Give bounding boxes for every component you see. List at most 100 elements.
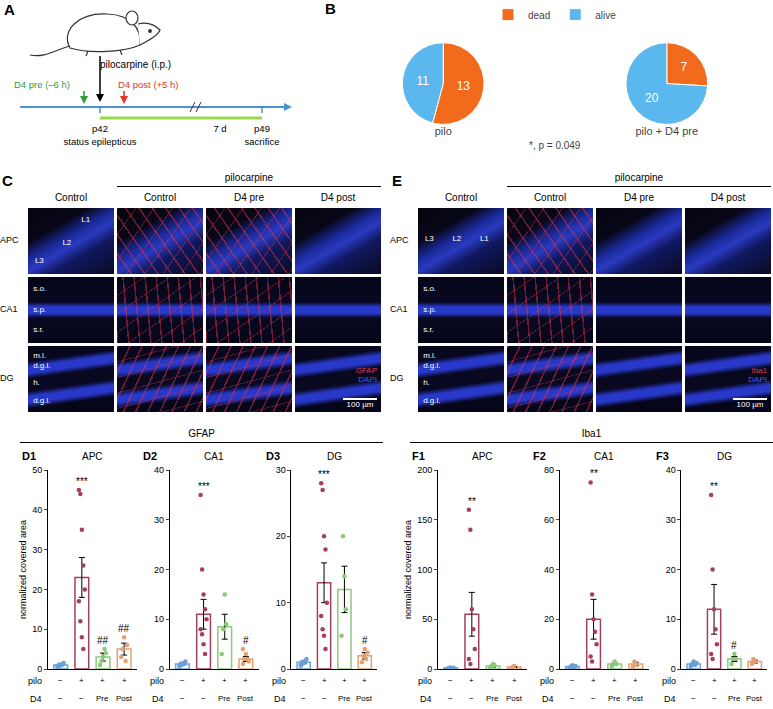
svg-text:0: 0 bbox=[281, 664, 286, 674]
svg-text:+: + bbox=[201, 676, 206, 685]
svg-text:**: ** bbox=[468, 496, 476, 507]
svg-text:50: 50 bbox=[32, 465, 42, 475]
svg-text:***: *** bbox=[318, 469, 330, 480]
svg-text:20: 20 bbox=[154, 565, 164, 575]
svg-text:D4: D4 bbox=[152, 694, 164, 704]
svg-text:40: 40 bbox=[32, 505, 42, 515]
svg-text:***: *** bbox=[198, 481, 210, 492]
svg-text:−: − bbox=[570, 676, 575, 685]
svg-text:−: − bbox=[691, 676, 696, 685]
svg-text:Post: Post bbox=[746, 694, 763, 703]
svg-text:pilo: pilo bbox=[662, 676, 676, 686]
svg-text:D4: D4 bbox=[542, 694, 554, 704]
svg-text:30: 30 bbox=[666, 515, 676, 525]
svg-text:10: 10 bbox=[666, 614, 676, 624]
svg-text:+: + bbox=[243, 676, 248, 685]
svg-text:30: 30 bbox=[154, 515, 164, 525]
svg-text:−: − bbox=[201, 694, 206, 703]
svg-text:30: 30 bbox=[276, 465, 286, 475]
svg-text:30: 30 bbox=[32, 545, 42, 555]
svg-text:−: − bbox=[448, 676, 453, 685]
svg-text:0: 0 bbox=[159, 664, 164, 674]
svg-text:F3: F3 bbox=[656, 450, 669, 462]
svg-text:D4 post (+5 h): D4 post (+5 h) bbox=[118, 79, 178, 90]
svg-text:+: + bbox=[79, 676, 84, 685]
svg-text:CA1: CA1 bbox=[204, 451, 224, 462]
svg-text:APC: APC bbox=[472, 451, 493, 462]
svg-text:+: + bbox=[342, 676, 347, 685]
svg-text:Post: Post bbox=[237, 694, 254, 703]
svg-text:−: − bbox=[448, 694, 453, 703]
svg-text:−: − bbox=[301, 676, 306, 685]
svg-text:+: + bbox=[362, 676, 367, 685]
svg-text:10: 10 bbox=[154, 614, 164, 624]
svg-text:##: ## bbox=[118, 623, 130, 634]
svg-text:#: # bbox=[243, 635, 249, 646]
svg-text:150: 150 bbox=[417, 515, 432, 525]
svg-text:7: 7 bbox=[681, 60, 688, 74]
svg-text:Pre: Pre bbox=[338, 694, 351, 703]
svg-text:pilo: pilo bbox=[150, 676, 164, 686]
svg-text:***: *** bbox=[76, 476, 88, 487]
svg-text:APC: APC bbox=[82, 451, 103, 462]
svg-text:Post: Post bbox=[506, 694, 523, 703]
svg-text:+: + bbox=[712, 676, 717, 685]
svg-text:D4: D4 bbox=[420, 694, 432, 704]
svg-text:p49: p49 bbox=[254, 123, 270, 134]
svg-text:−: − bbox=[712, 694, 717, 703]
svg-text:status epilepticus: status epilepticus bbox=[64, 136, 137, 147]
svg-text:A: A bbox=[4, 1, 15, 18]
svg-text:+: + bbox=[469, 676, 474, 685]
svg-text:−: − bbox=[691, 694, 696, 703]
svg-text:pilocarpine (i.p.): pilocarpine (i.p.) bbox=[100, 59, 171, 70]
svg-text:**: ** bbox=[710, 481, 718, 492]
svg-text:*, p = 0.049: *, p = 0.049 bbox=[529, 140, 581, 151]
svg-text:−: − bbox=[570, 694, 575, 703]
svg-text:+: + bbox=[512, 676, 517, 685]
svg-text:7 d: 7 d bbox=[213, 123, 226, 134]
svg-text:40: 40 bbox=[154, 465, 164, 475]
svg-text:50: 50 bbox=[422, 614, 432, 624]
svg-text:20: 20 bbox=[276, 531, 286, 541]
svg-text:F2: F2 bbox=[533, 450, 546, 462]
svg-text:10: 10 bbox=[32, 624, 42, 634]
svg-text:−: − bbox=[591, 694, 596, 703]
svg-text:10: 10 bbox=[276, 598, 286, 608]
svg-text:0: 0 bbox=[549, 664, 554, 674]
svg-text:pilo: pilo bbox=[540, 676, 554, 686]
svg-text:+: + bbox=[591, 676, 596, 685]
svg-text:DG: DG bbox=[717, 451, 732, 462]
svg-text:80: 80 bbox=[544, 465, 554, 475]
svg-text:Pre: Pre bbox=[728, 694, 741, 703]
svg-text:60: 60 bbox=[544, 515, 554, 525]
svg-text:D1: D1 bbox=[22, 450, 36, 462]
svg-text:100: 100 bbox=[417, 565, 432, 575]
svg-text:40: 40 bbox=[666, 465, 676, 475]
svg-text:##: ## bbox=[97, 635, 109, 646]
svg-text:13: 13 bbox=[457, 79, 471, 93]
svg-text:D4: D4 bbox=[274, 694, 286, 704]
svg-text:+: + bbox=[222, 676, 227, 685]
svg-text:sacrifice: sacrifice bbox=[245, 136, 280, 147]
svg-text:pilo: pilo bbox=[435, 125, 452, 137]
svg-text:D2: D2 bbox=[143, 450, 157, 462]
svg-text:20: 20 bbox=[32, 585, 42, 595]
svg-text:D4 pre (–6 h): D4 pre (–6 h) bbox=[14, 79, 70, 90]
svg-text:−: − bbox=[79, 694, 84, 703]
svg-text:−: − bbox=[58, 676, 63, 685]
svg-text:#: # bbox=[731, 640, 737, 651]
svg-text:11: 11 bbox=[416, 74, 429, 88]
svg-text:F1: F1 bbox=[412, 450, 425, 462]
svg-text:Pre: Pre bbox=[218, 694, 231, 703]
svg-text:−: − bbox=[180, 694, 185, 703]
svg-text:20: 20 bbox=[544, 614, 554, 624]
svg-text:−: − bbox=[180, 676, 185, 685]
svg-text:0: 0 bbox=[37, 664, 42, 674]
svg-text:normalized covered area: normalized covered area bbox=[18, 520, 28, 619]
svg-text:+: + bbox=[612, 676, 617, 685]
svg-text:Post: Post bbox=[356, 694, 373, 703]
svg-text:20: 20 bbox=[645, 91, 659, 105]
svg-text:+: + bbox=[752, 676, 757, 685]
svg-text:−: − bbox=[301, 694, 306, 703]
svg-text:Pre: Pre bbox=[486, 694, 499, 703]
